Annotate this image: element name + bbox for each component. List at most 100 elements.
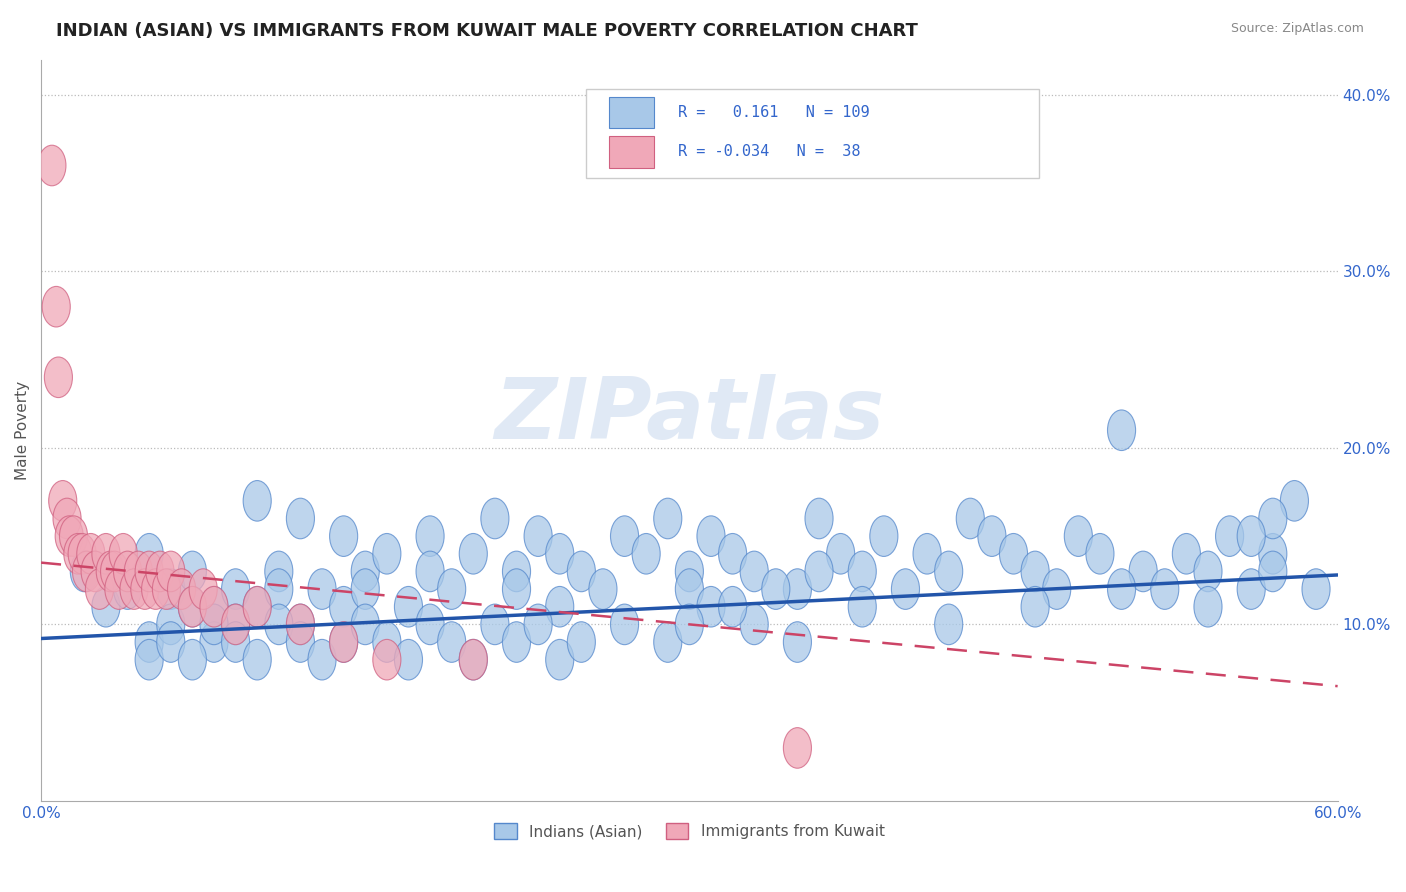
Ellipse shape: [437, 569, 465, 609]
Ellipse shape: [373, 622, 401, 663]
Ellipse shape: [146, 551, 174, 591]
Ellipse shape: [675, 604, 703, 645]
Ellipse shape: [373, 640, 401, 680]
Ellipse shape: [460, 640, 488, 680]
Ellipse shape: [870, 516, 898, 557]
Ellipse shape: [783, 728, 811, 768]
Bar: [609, 97, 654, 128]
Ellipse shape: [460, 640, 488, 680]
Ellipse shape: [848, 551, 876, 591]
Ellipse shape: [1237, 516, 1265, 557]
Ellipse shape: [1194, 586, 1222, 627]
Ellipse shape: [1281, 481, 1309, 521]
Ellipse shape: [502, 569, 530, 609]
Ellipse shape: [222, 604, 250, 645]
Ellipse shape: [654, 622, 682, 663]
Ellipse shape: [308, 640, 336, 680]
Ellipse shape: [200, 604, 228, 645]
Ellipse shape: [243, 586, 271, 627]
Ellipse shape: [827, 533, 855, 574]
Ellipse shape: [718, 586, 747, 627]
Ellipse shape: [287, 604, 315, 645]
Ellipse shape: [1194, 551, 1222, 591]
Ellipse shape: [352, 569, 380, 609]
Ellipse shape: [1237, 569, 1265, 609]
Ellipse shape: [502, 551, 530, 591]
Ellipse shape: [63, 533, 91, 574]
Ellipse shape: [416, 551, 444, 591]
Ellipse shape: [91, 533, 120, 574]
Ellipse shape: [352, 551, 380, 591]
Ellipse shape: [264, 569, 292, 609]
Ellipse shape: [567, 622, 595, 663]
Ellipse shape: [96, 551, 124, 591]
Ellipse shape: [481, 604, 509, 645]
Ellipse shape: [1129, 551, 1157, 591]
Ellipse shape: [460, 533, 488, 574]
Ellipse shape: [101, 551, 128, 591]
Ellipse shape: [124, 551, 152, 591]
Ellipse shape: [524, 516, 553, 557]
Ellipse shape: [416, 604, 444, 645]
Ellipse shape: [546, 586, 574, 627]
Ellipse shape: [329, 622, 357, 663]
Text: R = -0.034   N =  38: R = -0.034 N = 38: [678, 145, 860, 160]
Ellipse shape: [395, 640, 423, 680]
Ellipse shape: [610, 604, 638, 645]
Ellipse shape: [697, 586, 725, 627]
Ellipse shape: [91, 586, 120, 627]
Legend: Indians (Asian), Immigrants from Kuwait: Indians (Asian), Immigrants from Kuwait: [488, 817, 891, 845]
Ellipse shape: [1258, 533, 1286, 574]
Ellipse shape: [222, 604, 250, 645]
Ellipse shape: [264, 604, 292, 645]
Ellipse shape: [135, 640, 163, 680]
Ellipse shape: [73, 551, 101, 591]
Ellipse shape: [1302, 569, 1330, 609]
Ellipse shape: [806, 499, 834, 539]
Ellipse shape: [352, 604, 380, 645]
Text: ZIPatlas: ZIPatlas: [495, 374, 884, 457]
Ellipse shape: [156, 604, 184, 645]
Ellipse shape: [222, 622, 250, 663]
Ellipse shape: [179, 586, 207, 627]
Ellipse shape: [135, 622, 163, 663]
Ellipse shape: [287, 622, 315, 663]
Ellipse shape: [131, 569, 159, 609]
Ellipse shape: [437, 622, 465, 663]
Ellipse shape: [156, 622, 184, 663]
Ellipse shape: [42, 286, 70, 327]
Ellipse shape: [142, 569, 170, 609]
Ellipse shape: [114, 551, 142, 591]
Ellipse shape: [49, 481, 77, 521]
Ellipse shape: [589, 569, 617, 609]
Y-axis label: Male Poverty: Male Poverty: [15, 381, 30, 480]
Ellipse shape: [697, 516, 725, 557]
Ellipse shape: [1064, 516, 1092, 557]
Ellipse shape: [891, 569, 920, 609]
Ellipse shape: [546, 533, 574, 574]
Ellipse shape: [38, 145, 66, 186]
Ellipse shape: [77, 533, 105, 574]
Ellipse shape: [82, 551, 110, 591]
Ellipse shape: [1043, 569, 1071, 609]
Ellipse shape: [45, 357, 73, 398]
Ellipse shape: [956, 499, 984, 539]
Ellipse shape: [783, 622, 811, 663]
FancyBboxPatch shape: [586, 89, 1039, 178]
Ellipse shape: [152, 569, 180, 609]
Ellipse shape: [329, 622, 357, 663]
Ellipse shape: [481, 499, 509, 539]
Ellipse shape: [848, 586, 876, 627]
Ellipse shape: [1085, 533, 1114, 574]
Ellipse shape: [1000, 533, 1028, 574]
Ellipse shape: [912, 533, 941, 574]
Ellipse shape: [59, 516, 87, 557]
Ellipse shape: [546, 640, 574, 680]
Ellipse shape: [329, 516, 357, 557]
Ellipse shape: [156, 551, 184, 591]
Ellipse shape: [740, 604, 768, 645]
Ellipse shape: [200, 622, 228, 663]
Ellipse shape: [1021, 586, 1049, 627]
Ellipse shape: [1150, 569, 1178, 609]
Ellipse shape: [70, 551, 98, 591]
